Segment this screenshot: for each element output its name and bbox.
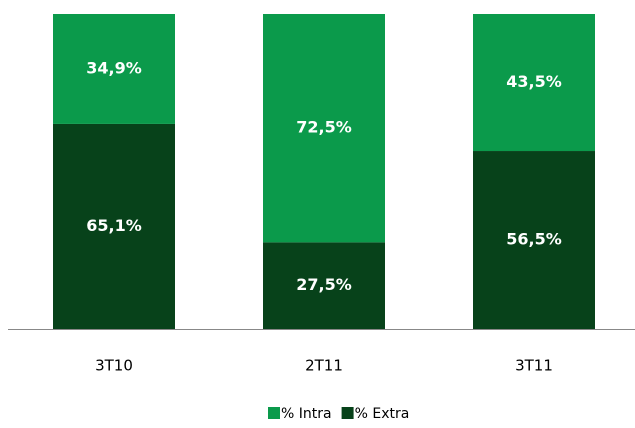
bar-segment [473,151,595,329]
legend-swatch [268,407,280,419]
bar-segment [263,242,385,329]
legend-label: % Extra [355,406,410,422]
value-label: 27,5% [296,275,352,294]
value-label: 43,5% [506,72,562,91]
bar-segment [473,14,595,152]
bar-segment [53,123,175,329]
x-tick-label: 2T11 [305,357,343,375]
value-label: 56,5% [506,230,562,249]
value-label: 65,1% [86,216,142,235]
legend-label: % Intra [281,406,332,422]
legend-swatch [341,407,354,419]
value-label: 72,5% [296,118,352,137]
bar-segment [53,14,175,124]
x-tick-label: 3T10 [95,357,133,375]
bar-segment [263,14,385,243]
value-label: 34,9% [86,58,142,77]
x-tick-label: 3T11 [515,357,553,375]
